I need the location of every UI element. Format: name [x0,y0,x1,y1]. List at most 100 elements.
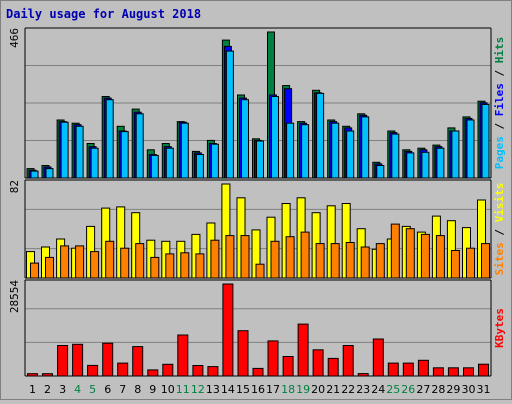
bar-sites-day-5 [90,251,100,279]
bar-pages-day-13 [210,143,219,179]
bar-pages-day-15 [241,99,249,179]
bar-pages-day-25 [391,133,400,179]
bar-kbytes-day-8 [132,346,144,377]
bar-kbytes-day-18 [282,356,294,377]
bar-sites-day-2 [45,256,54,279]
bar-kbytes-day-13 [207,366,219,377]
bar-pages-day-7 [120,131,129,179]
bar-pages-day-26 [406,152,415,179]
bar-kbytes-day-3 [57,345,69,377]
bar-sites-day-28 [435,235,445,279]
legend-entry-hits-files-pages-0: Pages [493,136,506,169]
legend-hits-files-pages: Pages / Files / Hits [493,37,506,170]
bar-kbytes-day-30 [463,367,474,377]
legend-kbytes: KBytes [493,308,506,348]
bar-sites-day-3 [60,245,70,279]
bar-pages-day-5 [90,147,99,179]
bar-sites-day-10 [165,253,175,279]
bar-kbytes-day-12 [192,365,204,377]
x-tick-day-29: 29 [446,383,460,396]
bar-kbytes-day-1 [27,373,38,377]
x-tick-day-19: 19 [296,383,310,396]
bar-pages-day-14 [225,50,234,179]
bar-pages-day-12 [195,154,204,179]
bar-kbytes-day-6 [102,342,114,377]
x-tick-day-26: 26 [401,383,415,396]
bar-pages-day-2 [45,168,54,179]
x-tick-day-31: 31 [477,383,491,396]
bar-kbytes-day-4 [72,343,84,377]
x-tick-day-8: 8 [134,383,141,396]
bar-pages-day-17 [271,96,279,179]
bar-sites-day-17 [270,240,280,279]
bar-sites-day-9 [150,256,160,279]
x-tick-day-7: 7 [119,383,126,396]
bar-kbytes-day-5 [87,364,99,377]
bar-sites-day-21 [330,243,340,279]
bar-pages-day-16 [256,140,264,179]
bar-kbytes-day-21 [327,357,339,377]
legend-visits-sites: Sites / Visits [493,183,506,276]
bar-pages-day-23 [361,116,370,179]
x-tick-day-1: 1 [29,383,36,396]
bar-kbytes-day-25 [387,362,399,377]
bar-kbytes-day-17 [267,340,279,377]
legend-entry-hits-files-pages-2: Files [493,83,506,116]
bar-sites-day-30 [466,247,475,279]
x-tick-day-6: 6 [104,383,111,396]
bar-kbytes-day-27 [417,359,429,377]
bar-sites-day-27 [420,233,430,279]
bar-sites-day-7 [120,247,130,279]
bar-pages-day-18 [286,122,295,179]
x-tick-day-9: 9 [149,383,156,396]
bar-pages-day-9 [150,154,159,179]
bar-sites-day-23 [360,246,370,279]
bar-kbytes-day-19 [297,323,309,377]
x-tick-day-16: 16 [251,383,265,396]
bar-pages-day-30 [466,119,475,179]
x-tick-day-27: 27 [416,383,430,396]
bar-sites-day-18 [285,236,295,279]
legend-entry-hits-files-pages-3: / [493,63,506,83]
x-tick-day-24: 24 [371,383,385,396]
bar-pages-day-31 [481,103,490,179]
bar-sites-day-26 [405,228,415,279]
bar-kbytes-day-22 [342,345,354,377]
x-tick-day-10: 10 [161,383,175,396]
x-tick-day-13: 13 [206,383,220,396]
x-tick-day-28: 28 [431,383,445,396]
bar-sites-day-22 [345,242,355,279]
bar-pages-day-4 [75,125,84,179]
bar-pages-day-27 [421,151,430,179]
legend-entry-visits-sites-0: Sites [493,242,506,275]
bar-kbytes-day-16 [252,367,264,377]
x-tick-day-23: 23 [356,383,370,396]
max-label-hits-files-pages: 466 [8,28,21,48]
bar-sites-day-14 [225,235,235,279]
bar-sites-day-15 [240,235,250,279]
bar-pages-day-1 [30,170,39,179]
bar-sites-day-6 [105,240,115,279]
bar-kbytes-day-24 [372,338,384,377]
bar-pages-day-22 [346,130,355,179]
x-tick-day-20: 20 [311,383,325,396]
bar-kbytes-day-2 [42,373,53,377]
bar-kbytes-day-23 [357,373,369,377]
x-tick-day-30: 30 [462,383,476,396]
bar-kbytes-day-14 [222,283,234,377]
x-tick-day-4: 4 [74,383,81,396]
bar-sites-day-24 [375,243,385,279]
bar-pages-day-28 [436,147,445,179]
bar-sites-day-8 [135,243,145,279]
bar-pages-day-8 [135,113,144,179]
x-tick-day-17: 17 [266,383,280,396]
bar-kbytes-day-15 [237,330,249,377]
x-tick-day-14: 14 [221,383,235,396]
bar-sites-day-11 [180,252,190,279]
bar-sites-day-4 [75,245,85,279]
legend-entry-hits-files-pages-4: Hits [493,37,506,64]
x-tick-day-11: 11 [176,383,190,396]
bar-sites-day-31 [481,243,490,279]
max-label-visits-sites: 82 [8,180,21,193]
